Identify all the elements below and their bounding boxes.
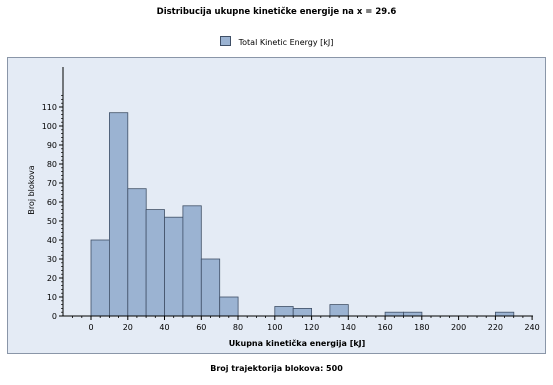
histogram-bar-6 bbox=[200, 258, 221, 317]
axes-group: 0 20 40 60 80 100 120 140 160 180 200 220 240 0 10 20 30… bbox=[42, 67, 540, 332]
y-tick-label-6: 60 bbox=[47, 198, 57, 207]
histogram-bar-9 bbox=[292, 307, 313, 317]
y-tick-label-8: 80 bbox=[47, 160, 57, 169]
y-tick-label-7: 70 bbox=[47, 179, 57, 188]
histogram-bar-10 bbox=[329, 304, 349, 317]
x-tick-label-7: 140 bbox=[341, 323, 356, 332]
bars-group bbox=[90, 112, 515, 317]
x-tick-label-1: 20 bbox=[123, 323, 133, 332]
histogram-bar-11 bbox=[384, 311, 404, 317]
legend-swatch bbox=[219, 36, 231, 46]
x-tick-label-0: 0 bbox=[88, 323, 93, 332]
x-tick-label-5: 100 bbox=[267, 323, 282, 332]
x-tick-label-12: 240 bbox=[524, 323, 539, 332]
y-tick-label-4: 40 bbox=[47, 236, 57, 245]
y-tick-label-2: 20 bbox=[47, 274, 57, 283]
footer-trajectory-count: Broj trajektorija blokova: 500 bbox=[210, 364, 343, 373]
histogram-bar-13 bbox=[494, 311, 515, 317]
histogram-bar-12 bbox=[403, 311, 423, 317]
x-tick-label-2: 40 bbox=[159, 323, 169, 332]
x-tick-label-3: 60 bbox=[196, 323, 206, 332]
chart-title: Distribucija ukupne kinetičke energije n… bbox=[156, 7, 397, 17]
x-tick-label-11: 220 bbox=[488, 323, 503, 332]
y-tick-label-9: 90 bbox=[47, 141, 57, 150]
x-axis-title: Ukupna kinetička energija [kJ] bbox=[229, 338, 366, 348]
histogram-bar-2 bbox=[127, 188, 147, 317]
legend: Total Kinetic Energy [kJ] bbox=[0, 36, 553, 47]
histogram-bar-8 bbox=[274, 306, 294, 317]
y-tick-label-0: 0 bbox=[52, 312, 57, 321]
histogram-bar-1 bbox=[109, 112, 129, 317]
histogram-bar-7 bbox=[219, 296, 239, 317]
histogram-bar-4 bbox=[164, 216, 184, 317]
y-tick-label-3: 30 bbox=[47, 255, 57, 264]
y-tick-label-5: 50 bbox=[47, 217, 57, 226]
x-tick-label-9: 180 bbox=[414, 323, 429, 332]
x-tick-label-10: 200 bbox=[451, 323, 466, 332]
legend-label: Total Kinetic Energy [kJ] bbox=[238, 38, 334, 47]
y-axis-title: Broj blokova bbox=[27, 165, 36, 214]
x-tick-label-8: 160 bbox=[377, 323, 392, 332]
x-tick-label-4: 80 bbox=[233, 323, 243, 332]
histogram-bar-0 bbox=[90, 239, 110, 317]
histogram-bar-5 bbox=[182, 205, 202, 317]
y-tick-label-10: 100 bbox=[42, 122, 57, 131]
y-tick-label-1: 10 bbox=[47, 293, 57, 302]
x-tick-label-6: 120 bbox=[304, 323, 319, 332]
histogram-bar-3 bbox=[145, 209, 165, 317]
y-tick-label-11: 110 bbox=[42, 103, 57, 112]
